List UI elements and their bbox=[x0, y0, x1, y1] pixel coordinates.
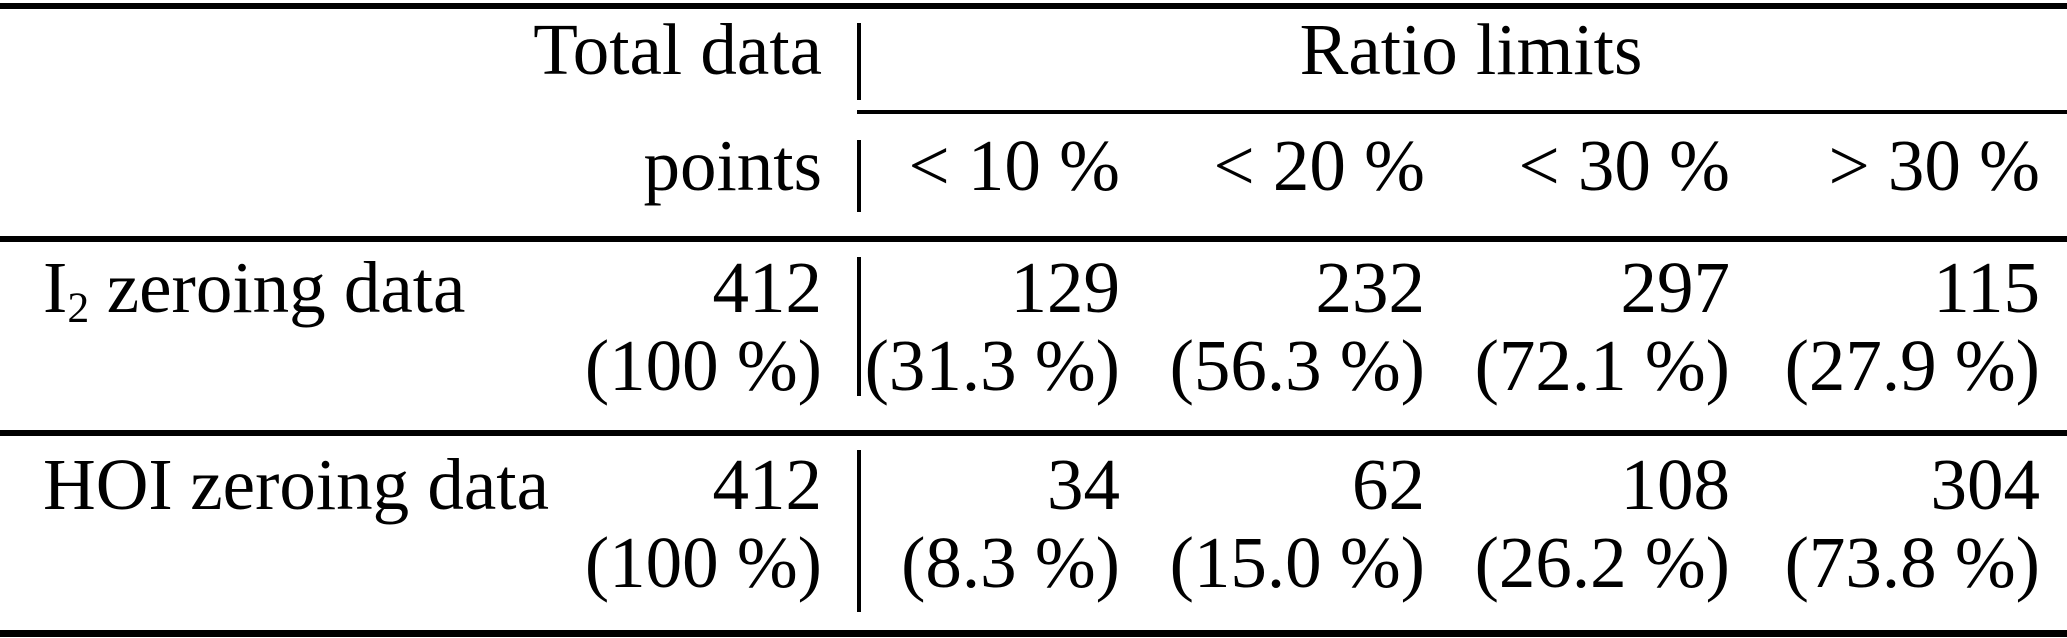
header-ratio-col-lt10: < 10 % bbox=[908, 125, 1120, 206]
table-bottom-rule bbox=[0, 630, 2067, 637]
percent-cell: (8.3 %) bbox=[901, 522, 1120, 603]
row-separator-rule bbox=[0, 430, 2067, 436]
column-divider-segment-2 bbox=[857, 140, 861, 212]
count-cell: 115 bbox=[1933, 247, 2040, 328]
header-total-line2: points bbox=[643, 125, 822, 206]
count-cell: 297 bbox=[1620, 247, 1731, 328]
column-divider-segment-1 bbox=[857, 23, 861, 100]
column-divider-segment-3 bbox=[857, 257, 861, 396]
header-ratio-group-title: Ratio limits bbox=[1299, 9, 1643, 90]
percent-cell: (31.3 %) bbox=[864, 325, 1120, 406]
total-points-cell: 412 bbox=[712, 444, 823, 525]
total-points-cell: 412 bbox=[712, 247, 823, 328]
count-cell: 304 bbox=[1930, 444, 2041, 525]
header-row-2: points < 10 % < 20 % < 30 % > 30 % bbox=[0, 129, 2040, 202]
header-ratio-col-lt30: < 30 % bbox=[1518, 125, 1730, 206]
row-label-prefix: HOI bbox=[43, 444, 173, 525]
percent-cell: (27.9 %) bbox=[1784, 325, 2040, 406]
table-top-rule bbox=[0, 3, 2067, 9]
ratio-group-underline bbox=[857, 110, 2067, 114]
percent-cell: (56.3 %) bbox=[1169, 325, 1425, 406]
header-row-1: Total data Ratio limits bbox=[0, 13, 2040, 86]
row-hoi-counts: HOI zeroing data 412 34 62 108 304 bbox=[0, 448, 2040, 521]
row-label-subscript: 2 bbox=[67, 283, 90, 332]
percent-cell: (72.1 %) bbox=[1474, 325, 1730, 406]
count-cell: 108 bbox=[1620, 444, 1731, 525]
header-ratio-col-gt30: > 30 % bbox=[1828, 125, 2040, 206]
count-cell: 34 bbox=[1047, 444, 1120, 525]
percent-cell: (73.8 %) bbox=[1784, 522, 2040, 603]
count-cell: 62 bbox=[1352, 444, 1425, 525]
row-label-rest: zeroing data bbox=[106, 247, 466, 328]
percent-cell: (26.2 %) bbox=[1474, 522, 1730, 603]
total-percent-cell: (100 %) bbox=[584, 522, 822, 603]
header-ratio-col-lt20: < 20 % bbox=[1213, 125, 1425, 206]
row-label-i2: I2 zeroing data bbox=[0, 251, 560, 329]
row-label-rest: zeroing data bbox=[190, 444, 549, 525]
row-i2-percentages: (100 %) (31.3 %) (56.3 %) (72.1 %) (27.9… bbox=[0, 329, 2040, 402]
row-hoi-percentages: (100 %) (8.3 %) (15.0 %) (26.2 %) (73.8 … bbox=[0, 526, 2040, 599]
row-label-hoi: HOI zeroing data bbox=[0, 448, 560, 521]
row-i2-counts: I2 zeroing data 412 129 232 297 115 bbox=[0, 247, 2040, 329]
total-percent-cell: (100 %) bbox=[584, 325, 822, 406]
percent-cell: (15.0 %) bbox=[1169, 522, 1425, 603]
header-separator-rule bbox=[0, 236, 2067, 242]
row-label-prefix: I bbox=[43, 247, 68, 328]
column-divider-segment-4 bbox=[857, 450, 861, 612]
count-cell: 232 bbox=[1315, 247, 1426, 328]
header-total-line1: Total data bbox=[533, 9, 822, 90]
count-cell: 129 bbox=[1010, 247, 1121, 328]
